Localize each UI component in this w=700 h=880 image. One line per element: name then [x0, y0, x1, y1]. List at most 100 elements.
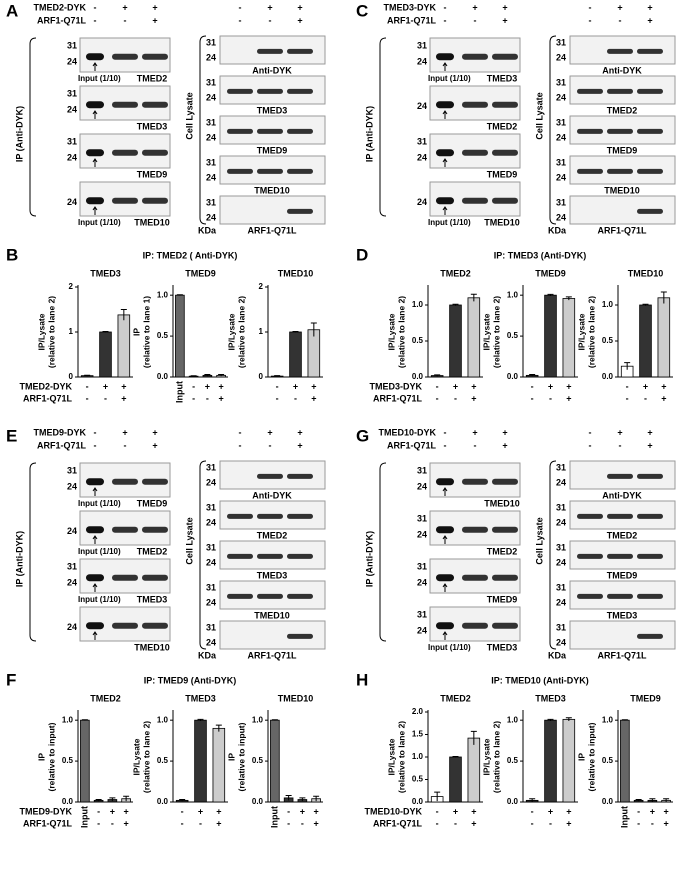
band — [637, 88, 663, 94]
blot-label: TMED9 — [487, 594, 518, 604]
lysate-label: Cell Lysate — [184, 92, 194, 139]
band — [436, 101, 454, 109]
band — [607, 473, 633, 479]
band — [112, 53, 138, 60]
row-sign: + — [650, 806, 655, 816]
bar — [544, 719, 557, 803]
lane-sign: + — [122, 427, 127, 437]
band — [607, 593, 633, 599]
row-name: TMED2-DYK — [19, 381, 72, 391]
band — [227, 513, 253, 519]
condition-name: TMED10-DYK — [378, 427, 436, 437]
band — [577, 168, 603, 174]
row-sign: - — [276, 381, 279, 391]
error-bar — [434, 791, 441, 802]
blot-label: TMED10 — [134, 642, 170, 652]
lane-sign: - — [444, 15, 447, 25]
mw-marker: 24 — [67, 104, 77, 114]
input-label: Input (1/10) — [78, 595, 121, 604]
error-bar — [102, 331, 109, 333]
condition-name: TMED9-DYK — [33, 427, 86, 437]
mw-marker: 31 — [417, 465, 427, 475]
band — [607, 168, 633, 174]
category-label: Input — [269, 806, 279, 828]
lane-sign: + — [502, 440, 507, 450]
row-name: TMED3-DYK — [369, 381, 422, 391]
condition-name: TMED3-DYK — [383, 2, 436, 12]
blot-label: TMED2 — [607, 530, 638, 540]
mw-marker: 31 — [417, 40, 427, 50]
mw-marker: 24 — [417, 481, 427, 491]
row-sign: - — [287, 818, 290, 828]
arrow — [442, 631, 448, 640]
arrow — [442, 487, 448, 496]
blot-label: Anti-DYK — [602, 490, 642, 500]
mw-marker: 24 — [206, 517, 216, 527]
row-sign: + — [216, 818, 221, 828]
error-bar — [649, 798, 656, 802]
lane-sign: - — [589, 15, 592, 25]
input-label: Input (1/10) — [78, 547, 121, 556]
band — [462, 478, 488, 485]
band — [142, 197, 168, 204]
input-label: Input (1/10) — [428, 74, 471, 83]
error-bar — [621, 719, 628, 721]
y-axis-label: IP/Lysate — [386, 313, 396, 350]
y-tick-label: 0.0 — [412, 797, 424, 806]
blot-label: TMED3 — [607, 610, 638, 620]
mw-marker: 24 — [206, 92, 216, 102]
band — [462, 197, 488, 204]
error-bar — [310, 322, 317, 337]
band — [607, 48, 633, 54]
error-bar — [215, 724, 222, 732]
chart-title: TMED9 — [535, 268, 566, 278]
band — [607, 553, 633, 559]
bar — [562, 718, 576, 803]
blot-label: TMED3 — [257, 105, 288, 115]
band — [637, 513, 663, 519]
panel-heading: IP: TMED2 ( Anti-DYK) — [143, 250, 238, 260]
row-sign: - — [104, 393, 107, 403]
mw-marker: 31 — [67, 40, 77, 50]
lane-sign: + — [647, 15, 652, 25]
band — [142, 53, 168, 60]
row-sign: + — [548, 806, 553, 816]
bar — [544, 294, 557, 378]
row-sign: + — [103, 381, 108, 391]
blot-label: Anti-DYK — [602, 65, 642, 75]
band — [492, 574, 518, 581]
mw-marker: 31 — [206, 622, 216, 632]
row-sign: + — [205, 381, 210, 391]
row-sign: - — [531, 806, 534, 816]
band — [86, 149, 104, 157]
row-sign: + — [566, 393, 571, 403]
arrow — [442, 110, 448, 119]
error-bar — [285, 794, 292, 801]
row-sign: - — [287, 806, 290, 816]
y-tick-label: 1 — [259, 327, 264, 336]
y-axis-label: IP — [36, 753, 46, 761]
row-sign: - — [531, 393, 534, 403]
y-tick-label: 0.0 — [602, 797, 614, 806]
mw-marker: 24 — [417, 625, 427, 635]
lane-sign: + — [267, 427, 272, 437]
row-sign: - — [111, 818, 114, 828]
row-sign: - — [651, 818, 654, 828]
row-sign: + — [453, 806, 458, 816]
band — [86, 574, 104, 582]
row-sign: + — [453, 381, 458, 391]
error-bar — [274, 375, 281, 377]
row-sign: - — [436, 818, 439, 828]
band — [257, 473, 283, 479]
row-sign: + — [566, 806, 571, 816]
lane-sign: - — [124, 440, 127, 450]
band — [436, 622, 454, 630]
band — [287, 553, 313, 559]
row-sign: - — [294, 393, 297, 403]
blot-label: TMED10 — [484, 217, 520, 227]
y-axis-label: IP/Lysate — [36, 313, 46, 350]
panel-heading: IP: TMED9 (Anti-DYK) — [144, 675, 237, 685]
mw-marker: 24 — [556, 132, 566, 142]
band — [227, 593, 253, 599]
band — [112, 149, 138, 156]
